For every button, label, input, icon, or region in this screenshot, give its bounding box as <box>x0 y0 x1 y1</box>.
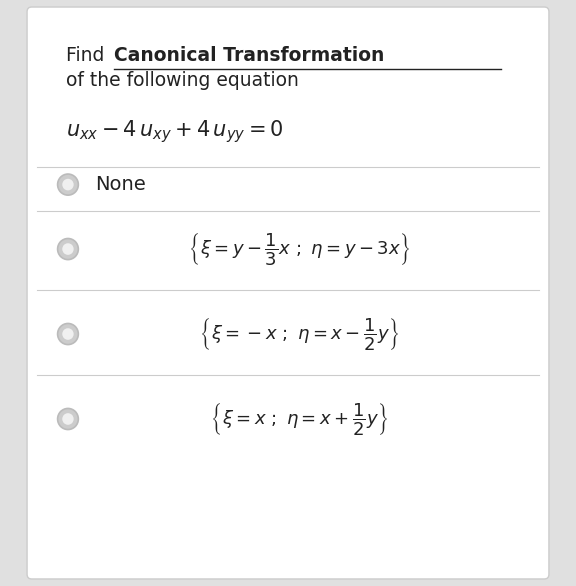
Circle shape <box>62 328 74 340</box>
Text: Canonical Transformation: Canonical Transformation <box>114 46 384 65</box>
Text: None: None <box>96 175 146 194</box>
Text: $\left\{\xi = y - \dfrac{1}{3}x \ ; \ \eta = y - 3x\right\}$: $\left\{\xi = y - \dfrac{1}{3}x \ ; \ \e… <box>188 231 411 267</box>
Circle shape <box>62 243 74 255</box>
Text: $\left\{\xi = x \ ; \ \eta = x + \dfrac{1}{2}y\right\}$: $\left\{\xi = x \ ; \ \eta = x + \dfrac{… <box>210 401 389 437</box>
Circle shape <box>58 408 78 430</box>
Circle shape <box>58 323 78 345</box>
Text: $\left\{\xi = -x \ ; \ \eta = x - \dfrac{1}{2}y\right\}$: $\left\{\xi = -x \ ; \ \eta = x - \dfrac… <box>199 316 400 352</box>
Circle shape <box>58 174 78 195</box>
Circle shape <box>58 239 78 260</box>
Circle shape <box>62 179 74 190</box>
Text: Find: Find <box>66 46 111 65</box>
Text: of the following equation: of the following equation <box>66 71 299 90</box>
FancyBboxPatch shape <box>27 7 549 579</box>
Text: $u_{xx} - 4\,u_{xy} + 4\,u_{yy} = 0$: $u_{xx} - 4\,u_{xy} + 4\,u_{yy} = 0$ <box>66 118 284 145</box>
Circle shape <box>62 413 74 425</box>
